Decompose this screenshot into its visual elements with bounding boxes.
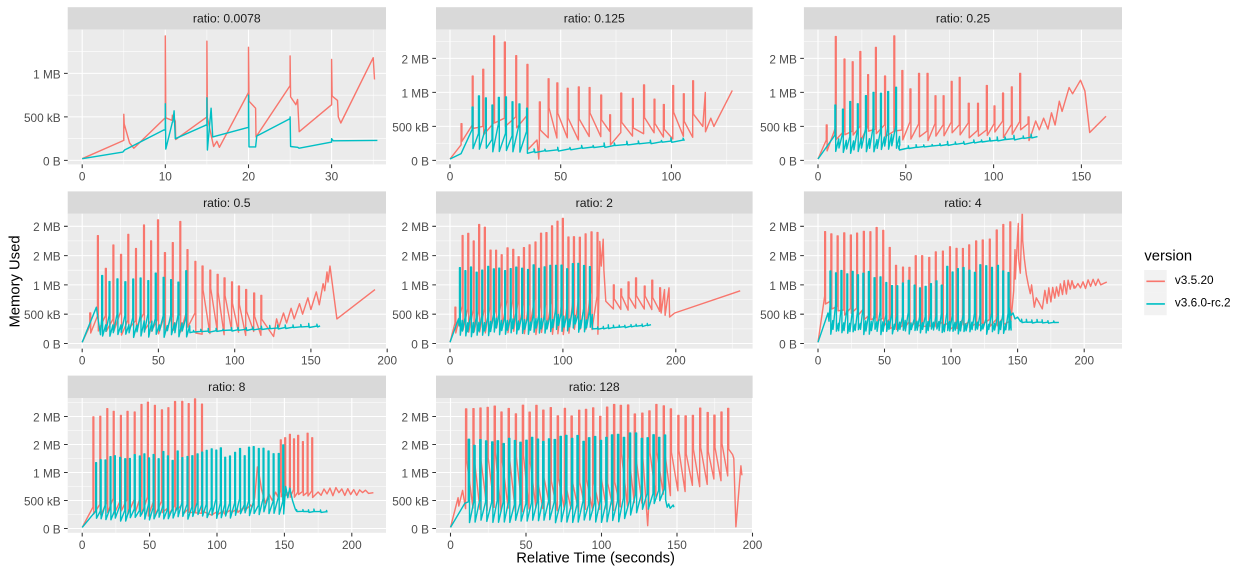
svg-text:0: 0 [447,538,454,552]
svg-text:100: 100 [207,538,227,552]
svg-text:50: 50 [554,169,568,183]
svg-text:200: 200 [743,538,763,552]
svg-text:200: 200 [377,354,397,368]
svg-text:200: 200 [1074,354,1094,368]
svg-text:v3.6.0-rc.2: v3.6.0-rc.2 [1175,296,1231,310]
svg-text:ratio: 8: ratio: 8 [208,380,245,394]
svg-text:0 B: 0 B [43,337,61,351]
svg-text:ratio: 0.125: ratio: 0.125 [564,12,625,26]
svg-text:2 MB: 2 MB [401,410,429,424]
svg-text:50: 50 [899,169,913,183]
svg-text:2 MB: 2 MB [769,220,797,234]
svg-text:2 MB: 2 MB [33,220,61,234]
svg-text:0 B: 0 B [43,154,61,168]
svg-text:2 MB: 2 MB [769,250,797,264]
svg-text:2 MB: 2 MB [401,52,429,66]
svg-text:2 MB: 2 MB [33,438,61,452]
svg-text:Memory Used: Memory Used [8,235,24,327]
svg-text:ratio: 0.25: ratio: 0.25 [936,12,990,26]
svg-text:100: 100 [592,538,612,552]
svg-text:50: 50 [152,354,166,368]
svg-text:2 MB: 2 MB [33,250,61,264]
svg-text:50: 50 [519,538,533,552]
svg-text:1 MB: 1 MB [401,279,429,293]
svg-text:500 kB: 500 kB [24,494,61,508]
svg-text:500 kB: 500 kB [24,308,61,322]
svg-text:150: 150 [667,538,687,552]
svg-text:0 B: 0 B [779,154,797,168]
svg-text:0 B: 0 B [411,154,429,168]
svg-text:0 B: 0 B [779,337,797,351]
svg-text:1 MB: 1 MB [769,86,797,100]
svg-text:1 MB: 1 MB [401,466,429,480]
svg-text:30: 30 [325,169,339,183]
svg-text:20: 20 [242,169,256,183]
svg-text:2 MB: 2 MB [401,438,429,452]
svg-text:ratio: 0.0078: ratio: 0.0078 [193,12,261,26]
svg-text:500 kB: 500 kB [392,494,429,508]
svg-text:100: 100 [662,169,682,183]
svg-text:200: 200 [666,354,686,368]
svg-text:0: 0 [447,354,454,368]
svg-text:0: 0 [447,169,454,183]
svg-text:2 MB: 2 MB [401,250,429,264]
svg-text:50: 50 [878,354,892,368]
svg-text:0: 0 [79,169,86,183]
svg-text:500 kB: 500 kB [24,111,61,125]
svg-text:500 kB: 500 kB [760,308,797,322]
svg-text:0: 0 [815,169,822,183]
svg-text:2 MB: 2 MB [401,220,429,234]
svg-text:1 MB: 1 MB [769,279,797,293]
svg-text:0: 0 [815,354,822,368]
svg-text:150: 150 [275,538,295,552]
svg-text:0 B: 0 B [43,522,61,536]
svg-text:500 kB: 500 kB [392,120,429,134]
svg-text:1 MB: 1 MB [401,86,429,100]
svg-text:100: 100 [225,354,245,368]
svg-text:100: 100 [553,354,573,368]
svg-text:Relative Time (seconds): Relative Time (seconds) [516,551,675,567]
svg-text:2 MB: 2 MB [33,410,61,424]
svg-text:0: 0 [79,538,86,552]
svg-text:v3.5.20: v3.5.20 [1175,273,1214,287]
svg-text:150: 150 [1008,354,1028,368]
svg-text:2 MB: 2 MB [769,52,797,66]
svg-text:100: 100 [941,354,961,368]
svg-text:200: 200 [342,538,362,552]
svg-text:0 B: 0 B [411,522,429,536]
svg-text:1 MB: 1 MB [33,466,61,480]
svg-text:1 MB: 1 MB [33,67,61,81]
svg-text:10: 10 [159,169,173,183]
svg-text:100: 100 [984,169,1004,183]
svg-text:150: 150 [1072,169,1092,183]
svg-text:ratio: 2: ratio: 2 [576,196,613,210]
svg-text:0: 0 [79,354,86,368]
svg-text:ratio: 128: ratio: 128 [569,380,620,394]
svg-text:50: 50 [143,538,157,552]
svg-text:ratio: 0.5: ratio: 0.5 [203,196,251,210]
svg-text:ratio: 4: ratio: 4 [944,196,981,210]
svg-text:1 MB: 1 MB [33,279,61,293]
svg-text:version: version [1144,248,1192,264]
svg-text:150: 150 [301,354,321,368]
svg-text:0 B: 0 B [411,337,429,351]
svg-text:500 kB: 500 kB [392,308,429,322]
svg-text:500 kB: 500 kB [760,120,797,134]
